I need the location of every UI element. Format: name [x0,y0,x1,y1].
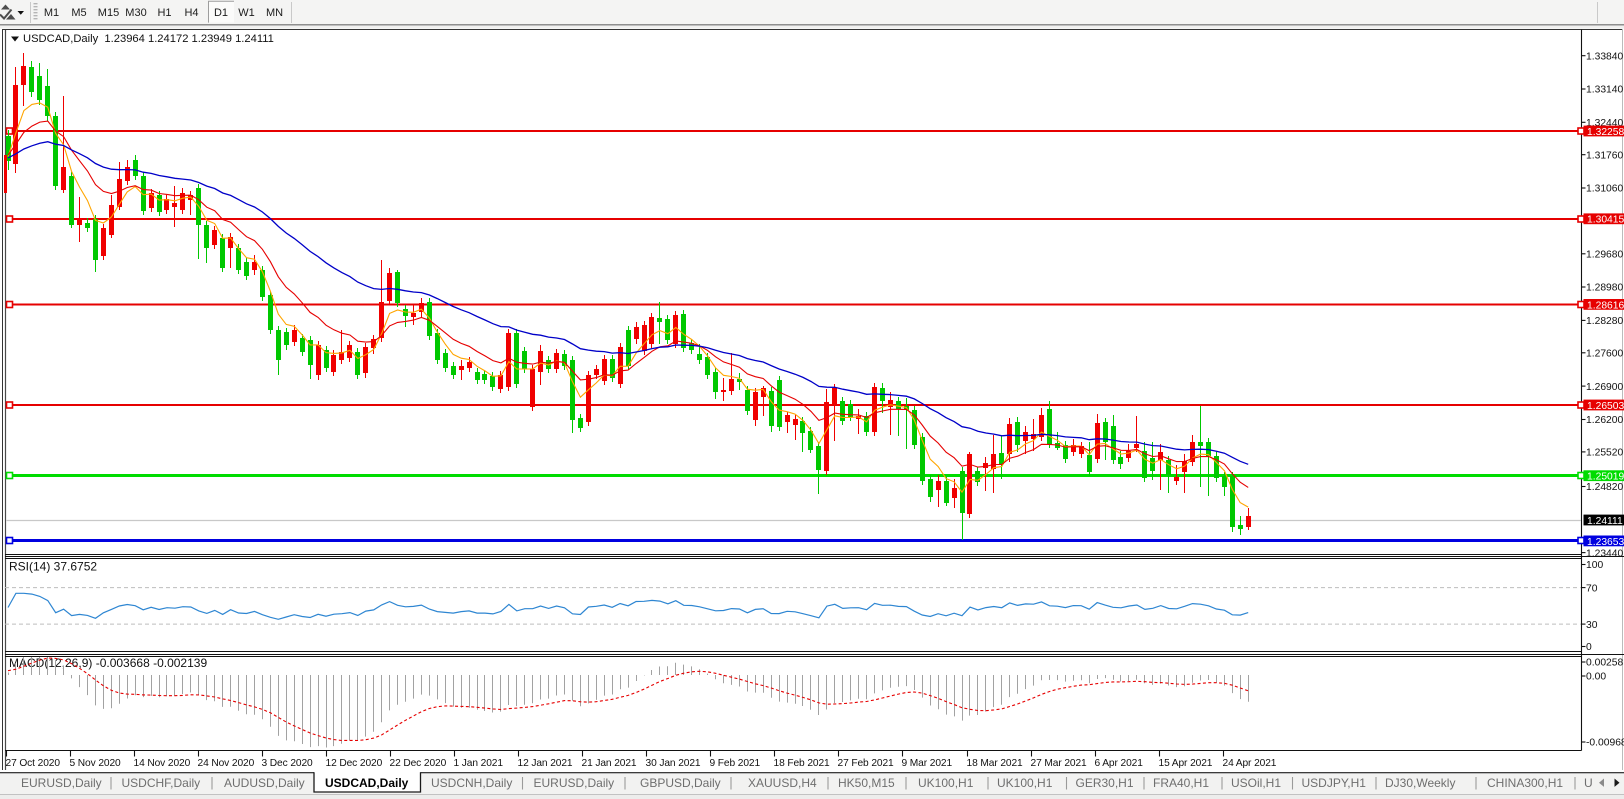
svg-text:1 Jan 2021: 1 Jan 2021 [454,758,504,769]
svg-text:USDCAD,Daily 1.23964 1.24172: USDCAD,Daily 1.23964 1.24172 1.23949 1.2… [23,33,274,45]
svg-text:GBPUSD,Daily: GBPUSD,Daily [640,776,721,790]
svg-text:30: 30 [1586,620,1598,631]
svg-text:USDJPY,H1: USDJPY,H1 [1302,776,1367,790]
svg-text:0.00258: 0.00258 [1586,658,1623,669]
svg-text:18 Mar 2021: 18 Mar 2021 [967,758,1024,769]
svg-text:M5: M5 [71,7,86,19]
svg-text:5 Nov 2020: 5 Nov 2020 [70,758,122,769]
svg-text:UK100,H1: UK100,H1 [997,776,1053,790]
svg-text:USDCHF,Daily: USDCHF,Daily [122,776,201,790]
svg-text:9 Feb 2021: 9 Feb 2021 [710,758,761,769]
svg-text:H4: H4 [184,7,198,19]
svg-text:M1: M1 [44,7,59,19]
svg-text:1.30415: 1.30415 [1587,215,1624,226]
svg-text:EURUSD,Daily: EURUSD,Daily [21,776,102,790]
svg-text:12 Dec 2020: 12 Dec 2020 [326,758,383,769]
svg-text:1.23440: 1.23440 [1586,548,1623,559]
svg-text:0.00: 0.00 [1586,672,1606,683]
svg-text:U: U [1584,776,1593,790]
svg-text:USDCAD,Daily: USDCAD,Daily [325,776,409,790]
svg-text:1.33840: 1.33840 [1586,51,1623,62]
svg-text:1.23653: 1.23653 [1587,537,1624,548]
svg-text:MN: MN [266,7,283,19]
svg-text:1.24820: 1.24820 [1586,482,1623,493]
svg-text:30 Jan 2021: 30 Jan 2021 [646,758,701,769]
svg-text:1.32258: 1.32258 [1587,127,1624,138]
svg-text:24 Apr 2021: 24 Apr 2021 [1223,758,1277,769]
svg-text:M15: M15 [98,7,119,19]
svg-text:GER30,H1: GER30,H1 [1076,776,1134,790]
svg-text:AUDUSD,Daily: AUDUSD,Daily [224,776,305,790]
svg-text:1.33140: 1.33140 [1586,85,1623,96]
svg-text:70: 70 [1586,583,1598,594]
svg-text:1.26900: 1.26900 [1586,382,1623,393]
svg-text:3 Dec 2020: 3 Dec 2020 [262,758,314,769]
svg-text:MACD(12,26,9) -0.003668 -0.002: MACD(12,26,9) -0.003668 -0.002139 [9,656,207,670]
svg-text:1.25019: 1.25019 [1587,472,1624,483]
svg-text:-0.009687: -0.009687 [1586,738,1624,749]
svg-text:1.25520: 1.25520 [1586,448,1623,459]
svg-text:1.28980: 1.28980 [1586,283,1623,294]
svg-text:H1: H1 [157,7,171,19]
svg-text:0: 0 [1586,642,1592,653]
svg-text:14 Nov 2020: 14 Nov 2020 [134,758,191,769]
svg-text:6 Apr 2021: 6 Apr 2021 [1095,758,1144,769]
svg-text:USDCNH,Daily: USDCNH,Daily [431,776,512,790]
svg-text:1.26503: 1.26503 [1587,401,1624,412]
svg-text:22 Dec 2020: 22 Dec 2020 [390,758,447,769]
svg-text:USOil,H1: USOil,H1 [1231,776,1281,790]
svg-text:9 Mar 2021: 9 Mar 2021 [902,758,953,769]
svg-text:27 Feb 2021: 27 Feb 2021 [838,758,895,769]
svg-text:18 Feb 2021: 18 Feb 2021 [774,758,831,769]
svg-text:HK50,M15: HK50,M15 [838,776,895,790]
svg-text:UK100,H1: UK100,H1 [918,776,974,790]
svg-text:CHINA300,H1: CHINA300,H1 [1487,776,1563,790]
svg-text:FRA40,H1: FRA40,H1 [1153,776,1209,790]
svg-text:12 Jan 2021: 12 Jan 2021 [518,758,573,769]
svg-text:XAUUSD,H4: XAUUSD,H4 [748,776,817,790]
svg-text:100: 100 [1586,560,1603,571]
svg-text:1.31060: 1.31060 [1586,184,1623,195]
svg-text:EURUSD,Daily: EURUSD,Daily [534,776,615,790]
svg-text:M30: M30 [125,7,146,19]
svg-text:DJ30,Weekly: DJ30,Weekly [1385,776,1455,790]
svg-text:21 Jan 2021: 21 Jan 2021 [582,758,637,769]
svg-text:15 Apr 2021: 15 Apr 2021 [1159,758,1213,769]
svg-text:1.32440: 1.32440 [1586,118,1623,129]
svg-text:24 Nov 2020: 24 Nov 2020 [198,758,255,769]
svg-text:1.26200: 1.26200 [1586,415,1623,426]
svg-text:RSI(14) 37.6752: RSI(14) 37.6752 [9,560,97,574]
svg-text:1.29680: 1.29680 [1586,250,1623,261]
svg-text:1.28616: 1.28616 [1587,300,1624,311]
svg-text:1.28280: 1.28280 [1586,316,1623,327]
svg-text:D1: D1 [214,7,228,19]
svg-text:27 Oct 2020: 27 Oct 2020 [6,758,61,769]
svg-text:1.24111: 1.24111 [1587,516,1623,527]
svg-text:W1: W1 [238,7,255,19]
svg-text:1.31760: 1.31760 [1586,150,1623,161]
svg-text:27 Mar 2021: 27 Mar 2021 [1031,758,1088,769]
svg-text:1.27600: 1.27600 [1586,349,1623,360]
